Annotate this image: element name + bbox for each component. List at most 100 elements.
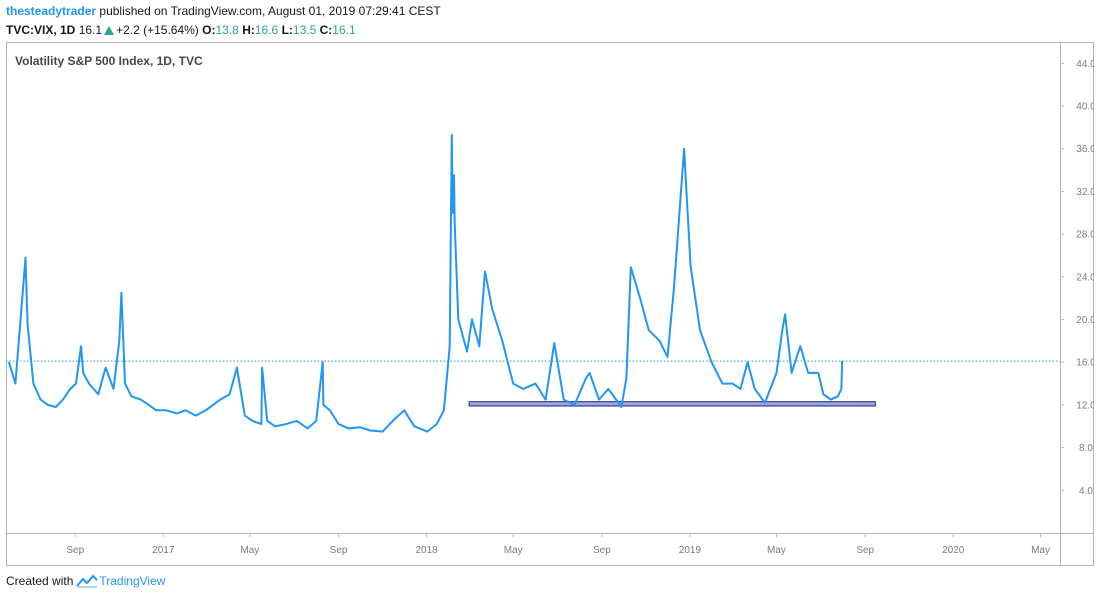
x-tick-label: Sep: [856, 545, 874, 556]
data-point: [764, 402, 766, 404]
low-label: L:: [281, 23, 293, 37]
data-point: [775, 372, 778, 374]
y-tick-label: 16.0: [1076, 358, 1094, 369]
published-text: published on TradingView.com, August 01,…: [99, 4, 441, 18]
data-point: [165, 409, 167, 411]
x-tick-label: May: [1031, 545, 1050, 556]
data-point: [47, 404, 49, 406]
data-point: [699, 329, 701, 331]
open-value: 13.8: [215, 23, 239, 37]
data-point: [454, 222, 456, 225]
data-point: [553, 342, 555, 344]
chart-area[interactable]: 4.0 8.0 12.0 16.0 20.0 24.0 28.0 32.0 36.0 40.0 44…: [6, 42, 1094, 566]
data-point: [392, 420, 394, 422]
x-tick-label: 2018: [415, 545, 438, 556]
high-value: 16.6: [254, 23, 279, 37]
data-point: [69, 388, 71, 390]
data-point: [285, 423, 287, 425]
data-point: [451, 134, 453, 136]
data-point: [589, 372, 591, 374]
data-point: [512, 382, 514, 385]
data-point: [545, 398, 547, 401]
data-point: [607, 388, 609, 390]
data-point: [315, 420, 317, 422]
support-zone-rect: [468, 401, 876, 407]
author-link[interactable]: thesteadytrader: [6, 4, 97, 18]
quote-line: TVC:VIX, 1D 16.1 +2.2 (+15.64%) O:13.8 H:…: [6, 22, 1096, 38]
data-point: [322, 404, 325, 406]
data-point: [124, 382, 126, 385]
data-point: [817, 372, 819, 374]
tradingview-brand-link[interactable]: TradingView: [99, 574, 166, 588]
data-point: [261, 366, 263, 369]
data-point: [598, 398, 600, 401]
x-tick-label: Sep: [593, 545, 611, 556]
data-point: [721, 382, 723, 385]
footer: Created with TradingView: [6, 573, 165, 589]
data-point: [453, 174, 455, 177]
data-point: [639, 297, 641, 299]
vix-series-line: [7, 133, 844, 433]
data-point: [104, 366, 107, 369]
data-point: [426, 430, 428, 433]
data-point: [731, 382, 734, 385]
data-point: [229, 393, 231, 395]
data-point: [683, 148, 685, 150]
last-price: 16.1: [78, 23, 103, 37]
data-point: [457, 318, 459, 321]
close-value: 16.1: [332, 23, 356, 37]
x-tick-label: 2020: [942, 545, 965, 556]
data-point: [252, 420, 254, 422]
data-point: [478, 345, 480, 347]
data-point: [522, 388, 524, 390]
data-point: [120, 292, 123, 294]
low-value: 13.5: [292, 23, 317, 37]
vix-line-chart[interactable]: 4.0 8.0 12.0 16.0 20.0 24.0 28.0 32.0 36.0 40.0 44…: [6, 42, 1094, 566]
data-point: [625, 377, 628, 379]
data-point: [648, 329, 650, 331]
data-point: [24, 257, 27, 259]
data-point: [80, 345, 82, 347]
x-tick-label: May: [504, 545, 523, 556]
y-tick-label: 28.0: [1076, 230, 1094, 241]
x-tick-label: 2017: [152, 545, 175, 556]
data-point: [791, 372, 793, 374]
data-point: [260, 423, 262, 425]
data-point: [573, 404, 576, 406]
data-point: [449, 345, 451, 347]
data-point: [219, 398, 221, 401]
data-point: [155, 409, 157, 411]
data-point: [205, 409, 207, 411]
x-tick-label: 2019: [679, 545, 702, 556]
data-point: [822, 393, 824, 395]
publish-info: thesteadytrader published on TradingView…: [6, 4, 1096, 19]
data-point: [501, 340, 503, 342]
created-with-text: Created with: [6, 574, 74, 588]
data-point: [747, 361, 749, 363]
data-point: [739, 388, 742, 390]
data-point: [710, 361, 713, 363]
data-point: [185, 409, 187, 411]
data-point: [266, 420, 268, 422]
data-point: [620, 406, 622, 408]
chart-frame: [6, 42, 1094, 566]
data-point: [82, 372, 84, 374]
data-point: [97, 393, 99, 395]
tradingview-logo-icon[interactable]: [76, 574, 99, 588]
data-point: [443, 409, 445, 411]
data-point: [244, 414, 246, 417]
data-point: [841, 360, 843, 362]
data-point: [491, 308, 493, 310]
up-arrow-icon: [104, 26, 115, 35]
data-point: [14, 382, 16, 385]
data-point: [659, 340, 661, 342]
y-tick-label: 24.0: [1076, 272, 1094, 283]
data-point: [8, 361, 10, 363]
data-point: [329, 409, 331, 411]
data-point: [466, 350, 468, 353]
data-point: [630, 266, 632, 268]
data-point: [799, 345, 801, 347]
data-point: [118, 340, 120, 342]
data-point: [690, 265, 692, 267]
data-point: [563, 398, 565, 401]
